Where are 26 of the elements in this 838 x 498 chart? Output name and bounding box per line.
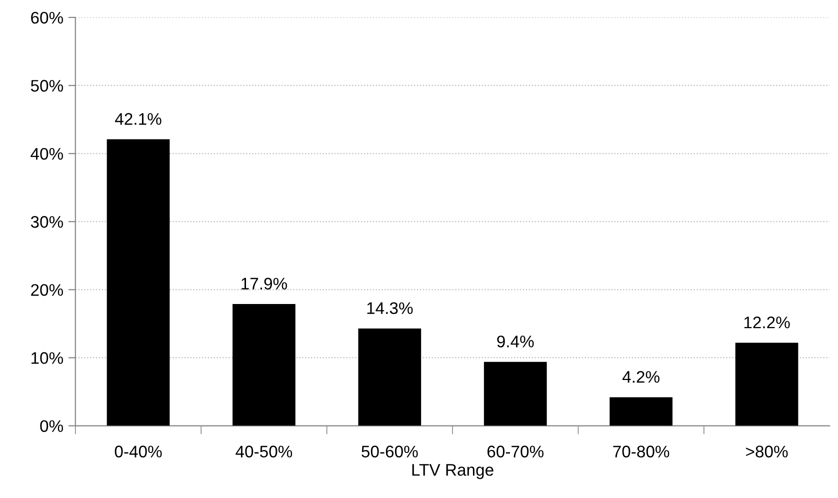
data-label: 12.2%	[744, 316, 790, 328]
data-label: 14.3%	[367, 302, 413, 314]
bar	[106, 139, 170, 426]
data-label: 42.1%	[115, 113, 162, 125]
bar	[484, 362, 547, 426]
x-tick-label: 40-50%	[236, 446, 292, 458]
y-tick-label: 20%	[31, 284, 64, 296]
y-tick-label: 50%	[30, 80, 64, 92]
x-tick-label: >80%	[746, 446, 788, 458]
y-tick-label: 40%	[30, 148, 64, 160]
data-label: 9.4%	[497, 336, 534, 348]
bar	[610, 397, 672, 426]
y-tick-label: 60%	[31, 12, 64, 24]
bar	[735, 342, 798, 426]
x-tick-label: 50-60%	[362, 446, 418, 458]
data-label: 4.2%	[622, 370, 660, 383]
x-axis-title: LTV Range	[412, 464, 494, 480]
x-tick-label: 0-40%	[114, 446, 162, 458]
data-label: 17.9%	[242, 278, 288, 290]
x-tick-label: 60-70%	[487, 446, 544, 458]
x-tick-label: 70-80%	[613, 446, 670, 458]
bar	[232, 304, 296, 426]
y-tick-label: 0%	[40, 420, 64, 432]
y-tick-label: 30%	[30, 216, 64, 228]
y-tick-label: 10%	[32, 352, 64, 364]
bar	[358, 328, 422, 426]
